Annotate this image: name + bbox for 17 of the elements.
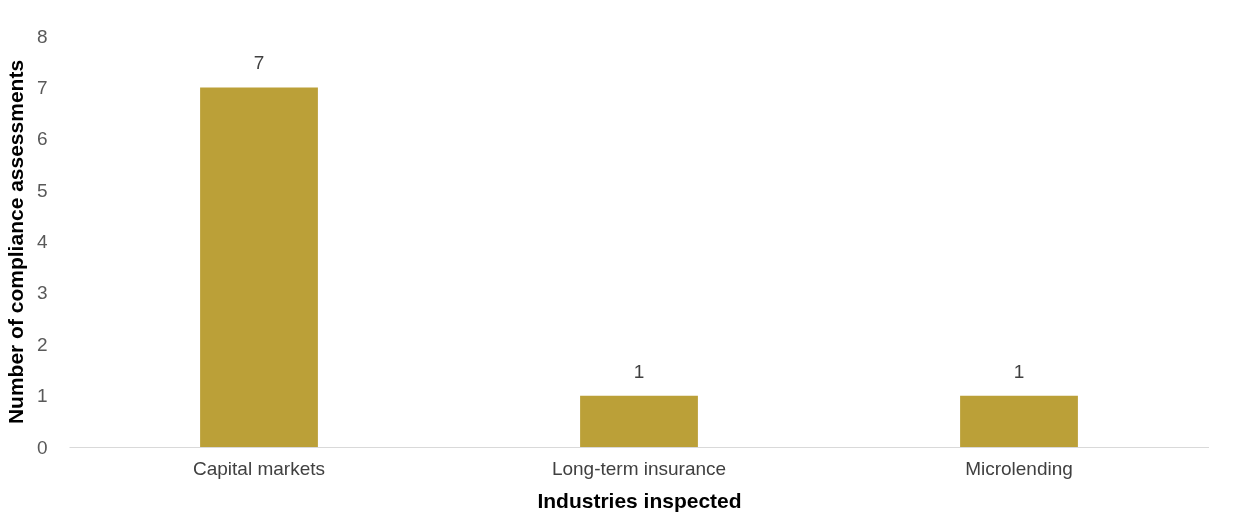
- y-tick-label: 6: [36, 128, 48, 150]
- x-tick-label: Long-term insurance: [551, 457, 727, 479]
- data-label: 1: [633, 360, 645, 382]
- y-tick-label: 3: [36, 282, 48, 304]
- y-tick-label: 7: [36, 76, 48, 98]
- x-axis-title: Industries inspected: [537, 488, 742, 512]
- y-tick-label: 5: [36, 179, 48, 201]
- x-tick-label: Microlending: [965, 457, 1073, 479]
- x-tick-label: Capital markets: [193, 457, 325, 479]
- y-tick-label: 8: [36, 25, 48, 47]
- y-tick-label: 4: [36, 231, 48, 252]
- y-tick-label: 2: [36, 333, 48, 355]
- y-axis-title: Number of compliance assessments: [3, 59, 27, 425]
- y-tick-label: 1: [36, 385, 48, 407]
- data-label: 7: [253, 52, 265, 74]
- y-tick-label: 0: [36, 436, 48, 458]
- data-label: 1: [1013, 360, 1025, 382]
